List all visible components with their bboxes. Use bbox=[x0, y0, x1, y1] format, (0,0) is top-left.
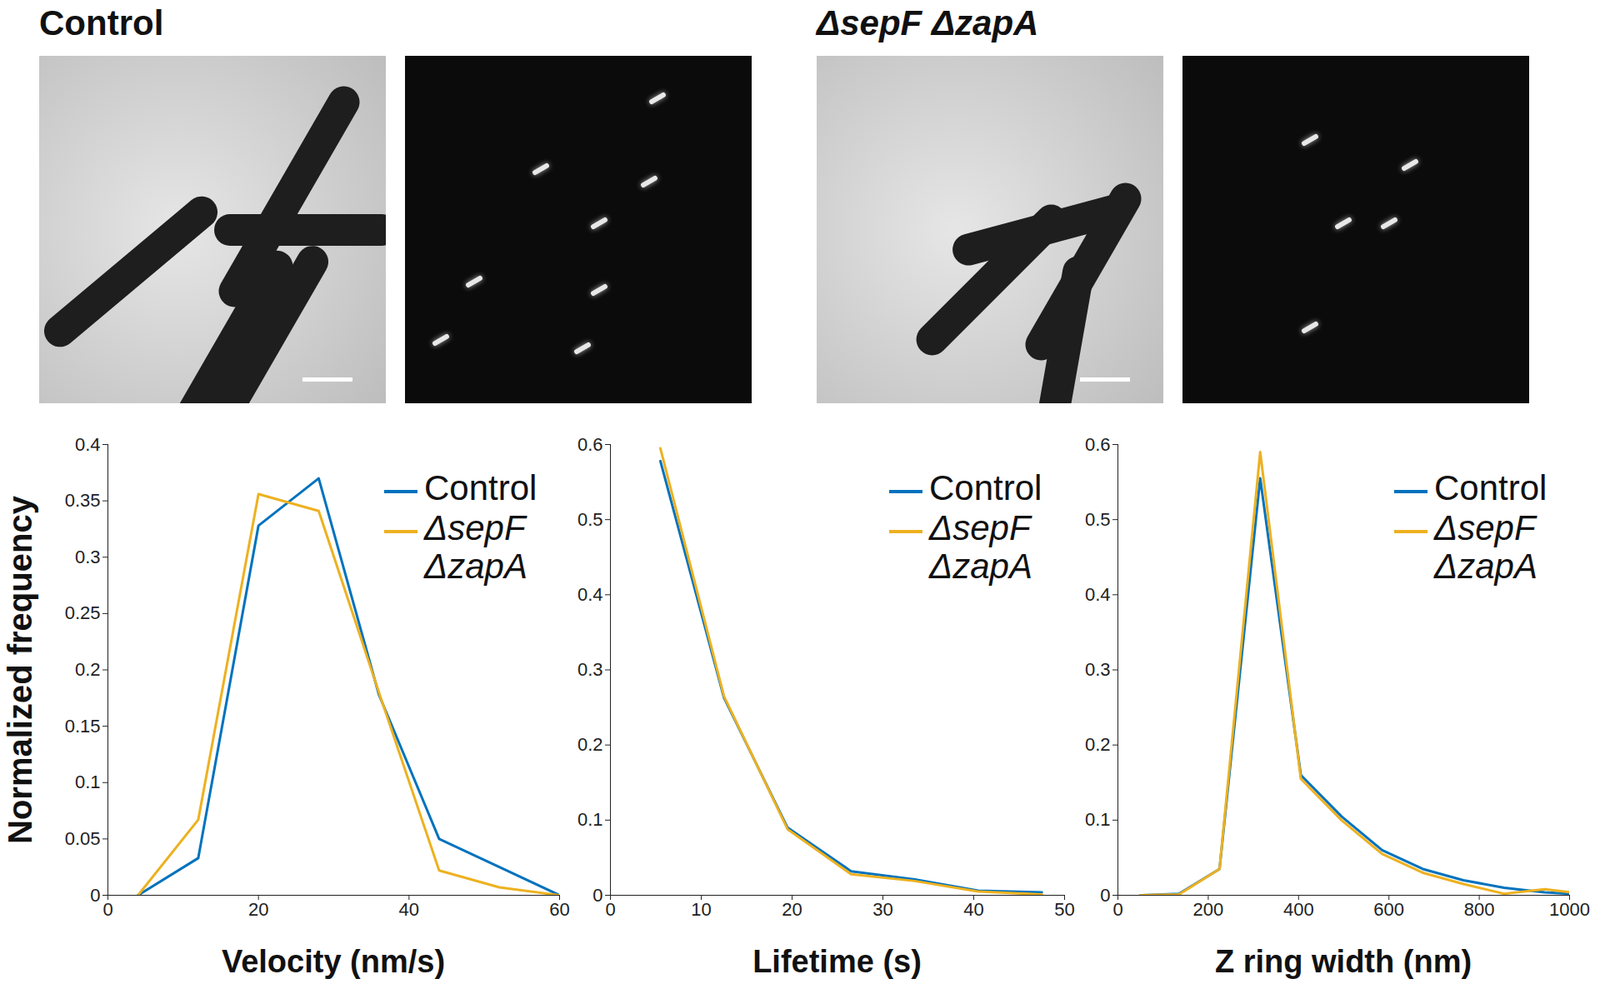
svg-text:0.2: 0.2 bbox=[75, 659, 101, 680]
svg-text:0.3: 0.3 bbox=[75, 546, 101, 568]
svg-text:0: 0 bbox=[605, 899, 615, 920]
svg-text:0.1: 0.1 bbox=[577, 809, 604, 830]
svg-text:0: 0 bbox=[1100, 885, 1110, 906]
svg-text:60: 60 bbox=[549, 899, 570, 920]
svg-text:600: 600 bbox=[1373, 899, 1405, 920]
svg-text:50: 50 bbox=[1054, 899, 1075, 920]
svg-text:1000: 1000 bbox=[1549, 899, 1590, 920]
html-text:ΔsepF ΔzapA: ΔsepF ΔzapA bbox=[1434, 508, 1538, 586]
html-text:Velocity (nm/s): Velocity (nm/s) bbox=[221, 944, 446, 980]
html-text:Control: Control bbox=[424, 468, 537, 508]
svg-text:0.5: 0.5 bbox=[1085, 509, 1111, 530]
html-text:ΔsepF ΔzapA: ΔsepF ΔzapA bbox=[929, 508, 1033, 586]
html-text:Control: Control bbox=[1434, 468, 1547, 508]
svg-text:0.35: 0.35 bbox=[65, 490, 101, 511]
svg-text:20: 20 bbox=[248, 899, 269, 920]
svg-text:0.15: 0.15 bbox=[65, 715, 101, 737]
svg-text:0.2: 0.2 bbox=[577, 734, 604, 755]
html-text:Lifetime (s): Lifetime (s) bbox=[752, 944, 922, 980]
html-text:ΔsepF ΔzapA: ΔsepF ΔzapA bbox=[424, 508, 528, 586]
html-text:Z ring width (nm): Z ring width (nm) bbox=[1214, 944, 1472, 980]
svg-text:800: 800 bbox=[1464, 899, 1495, 920]
svg-text:0.5: 0.5 bbox=[577, 509, 604, 530]
svg-text:0.4: 0.4 bbox=[1085, 584, 1111, 605]
svg-text:0.25: 0.25 bbox=[65, 602, 101, 624]
svg-text:20: 20 bbox=[781, 899, 802, 920]
svg-text:0: 0 bbox=[592, 885, 603, 906]
svg-text:0.4: 0.4 bbox=[577, 584, 604, 605]
svg-text:0.6: 0.6 bbox=[1085, 434, 1111, 455]
html-text:Normalized frequency: Normalized frequency bbox=[1, 495, 39, 844]
svg-text:0.3: 0.3 bbox=[1085, 659, 1111, 680]
html-text:Control: Control bbox=[39, 3, 164, 43]
html-text:Control: Control bbox=[929, 468, 1042, 508]
svg-text:0: 0 bbox=[90, 885, 100, 906]
svg-text:40: 40 bbox=[963, 899, 984, 920]
svg-text:0.3: 0.3 bbox=[577, 659, 604, 680]
svg-text:0.2: 0.2 bbox=[1085, 734, 1111, 755]
svg-text:0.05: 0.05 bbox=[65, 828, 101, 850]
svg-text:40: 40 bbox=[399, 899, 420, 920]
svg-text:0.4: 0.4 bbox=[75, 434, 101, 455]
svg-text:200: 200 bbox=[1193, 899, 1225, 920]
svg-text:0.1: 0.1 bbox=[1085, 809, 1111, 830]
svg-text:0.6: 0.6 bbox=[577, 434, 604, 455]
svg-text:400: 400 bbox=[1283, 899, 1315, 920]
svg-text:0: 0 bbox=[102, 899, 113, 920]
svg-text:0.1: 0.1 bbox=[75, 771, 101, 793]
svg-text:30: 30 bbox=[872, 899, 893, 920]
svg-text:10: 10 bbox=[690, 899, 711, 920]
svg-text:0: 0 bbox=[1112, 899, 1123, 920]
html-text:ΔsepF ΔzapA: ΔsepF ΔzapA bbox=[816, 3, 1039, 43]
